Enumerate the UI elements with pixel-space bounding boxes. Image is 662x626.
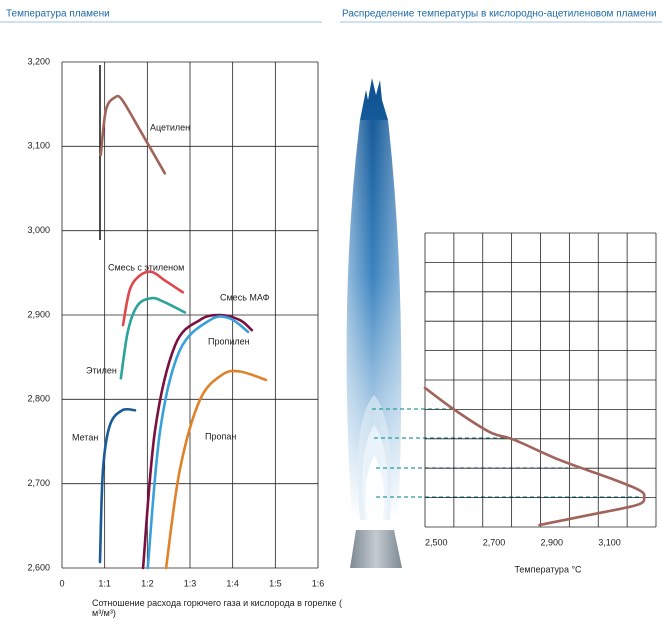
- series-line: [99, 94, 167, 175]
- series-line: [98, 407, 137, 564]
- series-label: Метан: [72, 432, 98, 442]
- y-tick-label: 2,700: [27, 478, 50, 488]
- x-tick-label: 2,700: [483, 537, 506, 547]
- series-label: Смесь МАФ: [220, 292, 270, 302]
- y-tick-label: 2,800: [27, 394, 50, 404]
- series-label: Пропан: [205, 431, 236, 441]
- level-lines: [372, 408, 642, 498]
- y-tick-label: 3,200: [27, 56, 50, 66]
- x-axis-title: Температура °C: [514, 564, 582, 574]
- x-tick-label: 1:4: [226, 578, 239, 588]
- series-line: [423, 386, 646, 527]
- series-label: Ацетилен: [150, 122, 190, 132]
- x-tick-label: 3,100: [598, 537, 621, 547]
- series-line: [164, 369, 268, 570]
- x-tick-label: 1:6: [312, 578, 325, 588]
- series-line: [141, 313, 254, 570]
- x-tick-label: 2,900: [541, 537, 564, 547]
- x-tick-label: 1:3: [184, 578, 197, 588]
- x-tick-label: 1:2: [141, 578, 154, 588]
- series-label: Пропилен: [208, 336, 250, 346]
- x-tick-label: 1:1: [98, 578, 111, 588]
- y-tick-label: 3,000: [27, 225, 50, 235]
- series-line: [146, 315, 250, 570]
- nozzle: [350, 530, 402, 568]
- series-line: [119, 296, 187, 380]
- x-tick-label: 2,500: [425, 537, 448, 547]
- series-line: [121, 270, 185, 327]
- series-label: Этилен: [86, 365, 117, 375]
- x-tick-label: 1:5: [269, 578, 282, 588]
- flame-sheen: [343, 120, 402, 520]
- y-tick-label: 3,100: [27, 141, 50, 151]
- y-tick-label: 2,900: [27, 309, 50, 319]
- x-tick-label: 0: [59, 578, 64, 588]
- chart-title: Распределение температуры в кислородно-а…: [342, 9, 657, 20]
- series-label: Смесь с этиленом: [108, 262, 184, 272]
- y-tick-label: 2,600: [27, 562, 50, 572]
- chart-title: Температура пламени: [6, 9, 110, 20]
- x-axis-title: Сотношение расхода горючего газа и кисло…: [92, 598, 342, 618]
